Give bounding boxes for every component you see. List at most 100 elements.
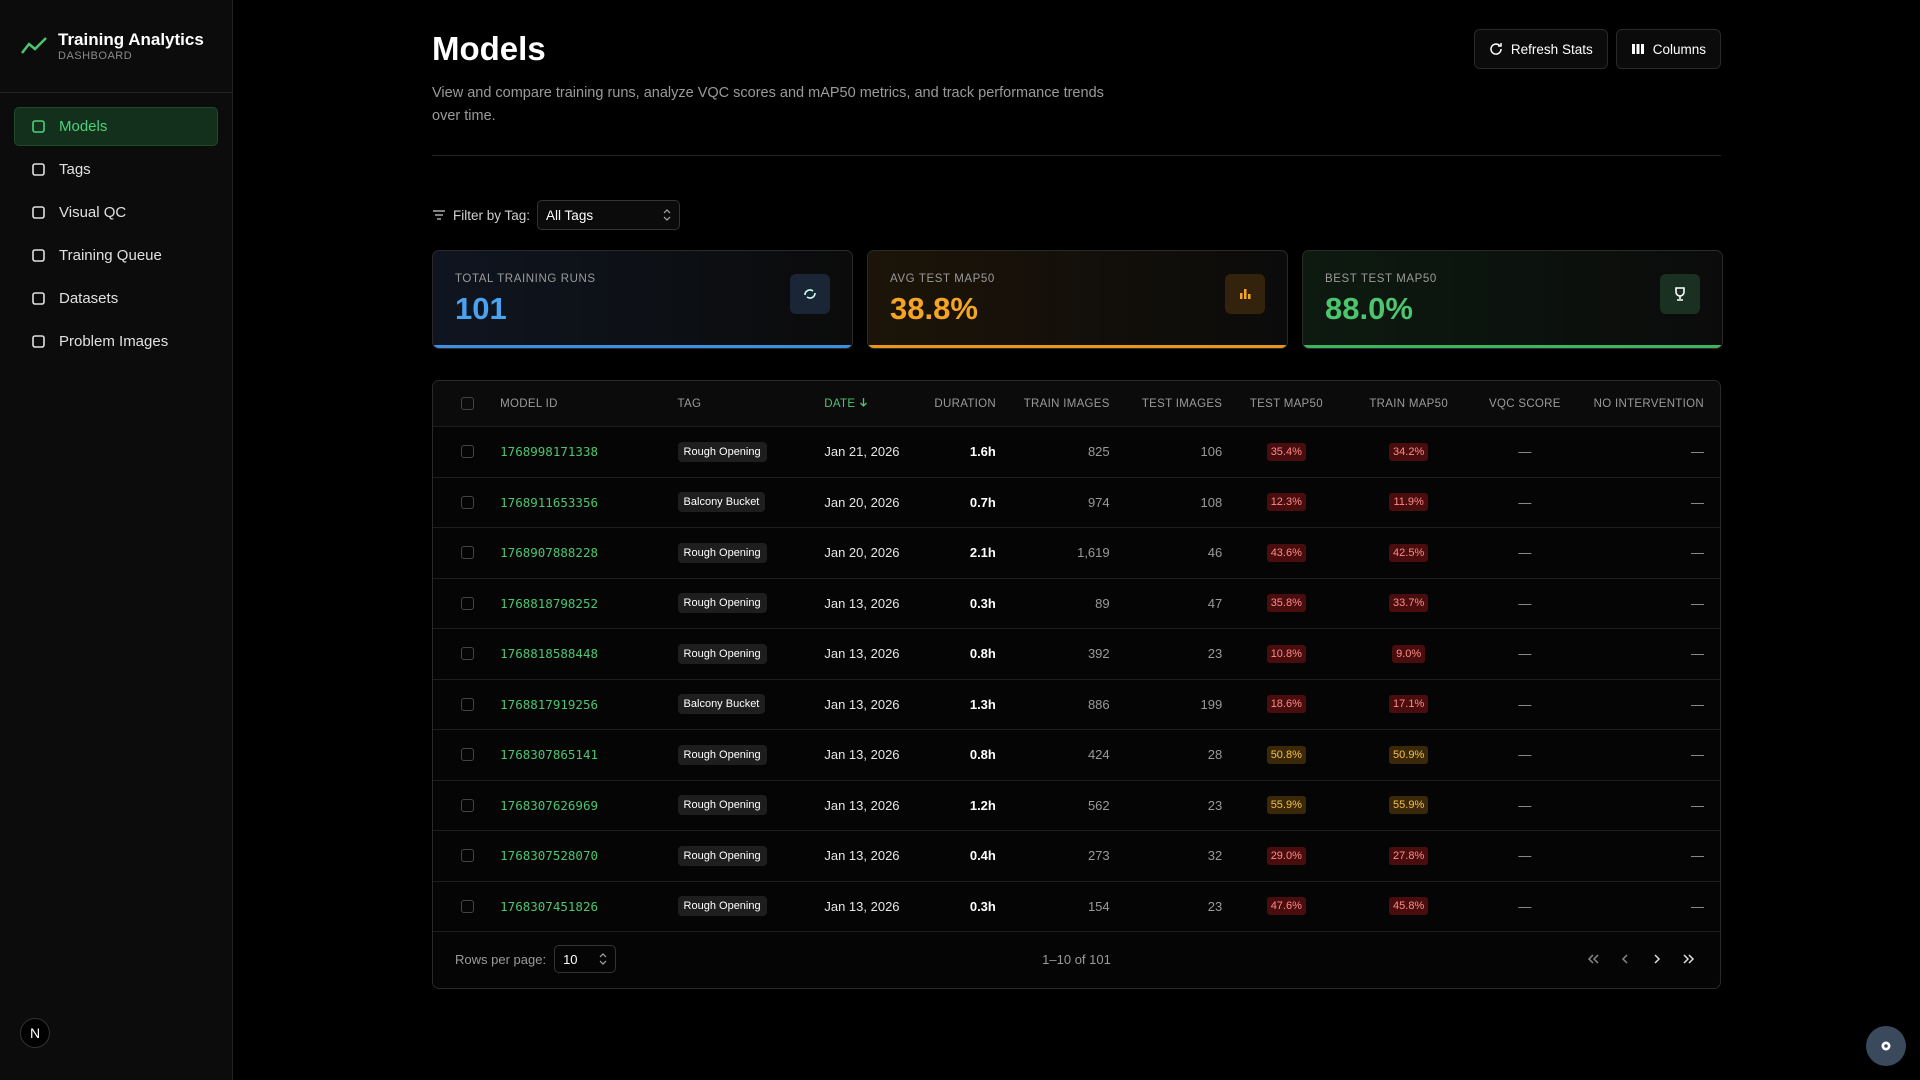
checkbox[interactable] bbox=[461, 445, 474, 459]
refresh-button[interactable]: Refresh Stats bbox=[1473, 29, 1608, 69]
model-id[interactable]: 1768911653356 bbox=[500, 494, 598, 510]
cell: 0.4h bbox=[928, 848, 1001, 863]
cell-text: 1,619 bbox=[1077, 545, 1110, 561]
next-page[interactable] bbox=[1648, 950, 1666, 968]
cell-text: — bbox=[1690, 898, 1704, 914]
model-id[interactable]: 1768907888228 bbox=[500, 545, 598, 561]
cell-text: 106 bbox=[1200, 444, 1223, 460]
cell-text: 23 bbox=[1207, 646, 1223, 662]
table-row: 1768818588448 Rough Opening Jan 13, 2026 0.… bbox=[433, 629, 1720, 680]
cell-text: — bbox=[1518, 848, 1532, 864]
model-id[interactable]: 1768307528070 bbox=[500, 848, 598, 864]
cell: — bbox=[1473, 899, 1577, 914]
cell-text: — bbox=[1518, 747, 1532, 763]
settings-button[interactable] bbox=[1866, 1026, 1906, 1066]
model-id[interactable]: 1768307626969 bbox=[500, 797, 598, 813]
cell-text: — bbox=[1690, 595, 1704, 611]
tag-chip: Rough Opening bbox=[677, 896, 767, 917]
cell: 50.9% bbox=[1344, 745, 1472, 764]
button-label: Refresh Stats bbox=[1510, 41, 1593, 57]
cell-text: 825 bbox=[1087, 444, 1110, 460]
cell: Rough Opening bbox=[672, 896, 819, 917]
cell-text: 0.8h bbox=[969, 646, 996, 662]
icon bbox=[804, 289, 816, 299]
model-id[interactable]: 1768818588448 bbox=[500, 646, 598, 662]
cell: 2.1h bbox=[928, 545, 1001, 560]
cell: Jan 21, 2026 bbox=[818, 444, 928, 459]
model-id[interactable]: 1768818798252 bbox=[500, 595, 598, 611]
checkbox[interactable] bbox=[461, 495, 474, 509]
nav-item[interactable]: Datasets bbox=[14, 279, 218, 318]
rows-select[interactable]: 10 bbox=[554, 945, 617, 973]
cell-text: 392 bbox=[1087, 646, 1110, 662]
cell: — bbox=[1577, 596, 1720, 611]
checkbox[interactable] bbox=[461, 899, 474, 913]
cell: — bbox=[1577, 798, 1720, 813]
nav-item[interactable]: Problem Images bbox=[14, 322, 218, 361]
table-row: 1768998171338 Rough Opening Jan 21, 2026 1.… bbox=[433, 427, 1720, 478]
nav-item[interactable]: Tags bbox=[14, 150, 218, 189]
cell: 42.5% bbox=[1344, 543, 1472, 562]
cell: — bbox=[1577, 899, 1720, 914]
cell: 0.8h bbox=[928, 646, 1001, 661]
table-row: 1768818798252 Rough Opening Jan 13, 2026 0.… bbox=[433, 579, 1720, 629]
stat-value: 88.0% bbox=[1325, 291, 1413, 326]
cell: — bbox=[1473, 646, 1577, 661]
map-pill: 9.0% bbox=[1392, 644, 1426, 663]
cell: 1.3h bbox=[928, 697, 1001, 712]
map-pill: 18.6% bbox=[1266, 695, 1306, 714]
column-header[interactable]: DATE bbox=[818, 397, 928, 410]
checkbox[interactable] bbox=[461, 798, 474, 812]
cell-text: 886 bbox=[1087, 696, 1110, 712]
cell: 32 bbox=[1116, 848, 1229, 863]
cell: Balcony Bucket bbox=[672, 492, 819, 513]
model-id[interactable]: 1768817919256 bbox=[500, 696, 598, 712]
tag-select[interactable]: All Tags bbox=[537, 200, 681, 230]
checkbox[interactable] bbox=[461, 849, 474, 863]
model-id[interactable]: 1768307451826 bbox=[500, 898, 598, 914]
cell-text: 32 bbox=[1207, 848, 1223, 864]
tag-chip: Balcony Bucket bbox=[677, 694, 766, 715]
checkbox[interactable] bbox=[461, 596, 474, 610]
nav-item[interactable]: Training Queue bbox=[14, 236, 218, 275]
last-page[interactable] bbox=[1680, 950, 1698, 968]
nav-item[interactable]: Visual QC bbox=[14, 193, 218, 232]
actions: Refresh Stats Columns bbox=[1473, 29, 1721, 69]
cell bbox=[433, 647, 494, 661]
column-header: TRAIN MAP50 bbox=[1369, 397, 1449, 410]
cell: — bbox=[1473, 444, 1577, 459]
map-pill: 11.9% bbox=[1389, 493, 1428, 512]
checkbox[interactable] bbox=[461, 697, 474, 711]
columns-icon bbox=[1631, 44, 1644, 54]
cell: Rough Opening bbox=[672, 542, 819, 563]
cell: 9.0% bbox=[1344, 644, 1472, 663]
cell: 1768817919256 bbox=[494, 697, 671, 712]
cell-text: — bbox=[1518, 494, 1532, 510]
table-row: 1768307528070 Rough Opening Jan 13, 2026 0.… bbox=[433, 831, 1720, 882]
cell: Jan 13, 2026 bbox=[818, 848, 928, 863]
icon bbox=[1675, 287, 1685, 301]
prev-page[interactable] bbox=[1616, 950, 1634, 968]
cell: 562 bbox=[1002, 798, 1116, 813]
stats: TOTAL TRAINING RUNS 101 AVG TEST MAP50 38.8… bbox=[432, 250, 1723, 349]
avatar[interactable]: N bbox=[20, 1018, 50, 1048]
model-id[interactable]: 1768307865141 bbox=[500, 747, 598, 763]
first-page[interactable] bbox=[1584, 950, 1602, 968]
cell-text: 562 bbox=[1087, 797, 1110, 813]
cell: 108 bbox=[1116, 495, 1229, 510]
cell-text: Jan 13, 2026 bbox=[824, 595, 900, 611]
cell-text: 89 bbox=[1095, 595, 1110, 611]
cell: Rough Opening bbox=[672, 795, 819, 816]
nav-item[interactable]: Models bbox=[14, 107, 218, 146]
filter-icon bbox=[433, 210, 445, 220]
cell-text: — bbox=[1690, 797, 1704, 813]
columns-button[interactable]: Columns bbox=[1615, 29, 1721, 69]
checkbox[interactable] bbox=[461, 647, 474, 661]
checkbox[interactable] bbox=[461, 397, 474, 410]
cell: — bbox=[1577, 697, 1720, 712]
checkbox[interactable] bbox=[461, 748, 474, 762]
cell: 1,619 bbox=[1002, 545, 1116, 560]
checkbox[interactable] bbox=[461, 546, 474, 560]
stat-value: 101 bbox=[455, 291, 507, 326]
model-id[interactable]: 1768998171338 bbox=[500, 444, 598, 460]
